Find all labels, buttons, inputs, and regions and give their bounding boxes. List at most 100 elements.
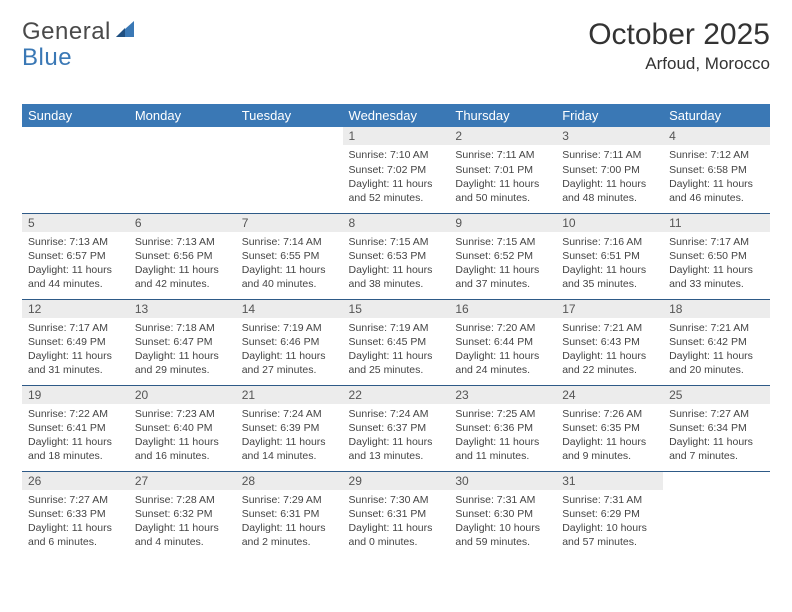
brand-logo: General	[22, 18, 138, 46]
sunrise-text: Sunrise: 7:10 AM	[349, 148, 444, 162]
day-number: 5	[22, 214, 129, 232]
daylight-text: Daylight: 11 hours and 52 minutes.	[349, 177, 444, 205]
daylight-text: Daylight: 11 hours and 20 minutes.	[669, 349, 764, 377]
sunset-text: Sunset: 6:58 PM	[669, 163, 764, 177]
day-detail: Sunrise: 7:15 AMSunset: 6:52 PMDaylight:…	[449, 232, 556, 297]
sunset-text: Sunset: 6:31 PM	[349, 507, 444, 521]
sunrise-text: Sunrise: 7:24 AM	[242, 407, 337, 421]
day-number: 22	[343, 386, 450, 404]
calendar-table: Sunday Monday Tuesday Wednesday Thursday…	[22, 104, 770, 557]
sunset-text: Sunset: 6:42 PM	[669, 335, 764, 349]
daylight-text: Daylight: 11 hours and 13 minutes.	[349, 435, 444, 463]
sunrise-text: Sunrise: 7:13 AM	[135, 235, 230, 249]
weekday-header: Saturday	[663, 104, 770, 127]
day-detail: Sunrise: 7:19 AMSunset: 6:45 PMDaylight:…	[343, 318, 450, 383]
daylight-text: Daylight: 11 hours and 7 minutes.	[669, 435, 764, 463]
daylight-text: Daylight: 11 hours and 18 minutes.	[28, 435, 123, 463]
calendar-cell: 30Sunrise: 7:31 AMSunset: 6:30 PMDayligh…	[449, 471, 556, 557]
daylight-text: Daylight: 11 hours and 40 minutes.	[242, 263, 337, 291]
day-detail: Sunrise: 7:13 AMSunset: 6:57 PMDaylight:…	[22, 232, 129, 297]
day-detail: Sunrise: 7:10 AMSunset: 7:02 PMDaylight:…	[343, 145, 450, 210]
sunset-text: Sunset: 6:36 PM	[455, 421, 550, 435]
calendar-cell: 25Sunrise: 7:27 AMSunset: 6:34 PMDayligh…	[663, 385, 770, 471]
calendar-cell: 6Sunrise: 7:13 AMSunset: 6:56 PMDaylight…	[129, 213, 236, 299]
calendar-cell: 16Sunrise: 7:20 AMSunset: 6:44 PMDayligh…	[449, 299, 556, 385]
daylight-text: Daylight: 11 hours and 38 minutes.	[349, 263, 444, 291]
day-number: 23	[449, 386, 556, 404]
calendar-cell: 22Sunrise: 7:24 AMSunset: 6:37 PMDayligh…	[343, 385, 450, 471]
day-detail: Sunrise: 7:24 AMSunset: 6:39 PMDaylight:…	[236, 404, 343, 469]
day-number: 13	[129, 300, 236, 318]
sunset-text: Sunset: 6:57 PM	[28, 249, 123, 263]
daylight-text: Daylight: 11 hours and 14 minutes.	[242, 435, 337, 463]
day-number: 1	[343, 127, 450, 145]
day-detail: Sunrise: 7:12 AMSunset: 6:58 PMDaylight:…	[663, 145, 770, 210]
day-detail: Sunrise: 7:31 AMSunset: 6:30 PMDaylight:…	[449, 490, 556, 555]
day-number: 8	[343, 214, 450, 232]
weekday-header: Sunday	[22, 104, 129, 127]
day-detail: Sunrise: 7:11 AMSunset: 7:00 PMDaylight:…	[556, 145, 663, 210]
day-detail: Sunrise: 7:24 AMSunset: 6:37 PMDaylight:…	[343, 404, 450, 469]
day-detail: Sunrise: 7:16 AMSunset: 6:51 PMDaylight:…	[556, 232, 663, 297]
daylight-text: Daylight: 11 hours and 42 minutes.	[135, 263, 230, 291]
day-detail: Sunrise: 7:26 AMSunset: 6:35 PMDaylight:…	[556, 404, 663, 469]
sunset-text: Sunset: 7:00 PM	[562, 163, 657, 177]
brand-text-blue-wrap: Blue	[22, 44, 72, 72]
brand-text-blue: Blue	[22, 44, 72, 71]
calendar-header-row: Sunday Monday Tuesday Wednesday Thursday…	[22, 104, 770, 127]
sunset-text: Sunset: 6:43 PM	[562, 335, 657, 349]
day-number: 29	[343, 472, 450, 490]
day-detail: Sunrise: 7:11 AMSunset: 7:01 PMDaylight:…	[449, 145, 556, 210]
calendar-cell: 10Sunrise: 7:16 AMSunset: 6:51 PMDayligh…	[556, 213, 663, 299]
weekday-header: Thursday	[449, 104, 556, 127]
sunrise-text: Sunrise: 7:31 AM	[562, 493, 657, 507]
sunset-text: Sunset: 6:40 PM	[135, 421, 230, 435]
day-number: 7	[236, 214, 343, 232]
sunset-text: Sunset: 6:55 PM	[242, 249, 337, 263]
sunset-text: Sunset: 6:41 PM	[28, 421, 123, 435]
day-number: 16	[449, 300, 556, 318]
day-detail: Sunrise: 7:15 AMSunset: 6:53 PMDaylight:…	[343, 232, 450, 297]
daylight-text: Daylight: 11 hours and 44 minutes.	[28, 263, 123, 291]
daylight-text: Daylight: 11 hours and 37 minutes.	[455, 263, 550, 291]
sunrise-text: Sunrise: 7:29 AM	[242, 493, 337, 507]
sunrise-text: Sunrise: 7:30 AM	[349, 493, 444, 507]
calendar-cell: 8Sunrise: 7:15 AMSunset: 6:53 PMDaylight…	[343, 213, 450, 299]
day-number: 26	[22, 472, 129, 490]
calendar-cell: 12Sunrise: 7:17 AMSunset: 6:49 PMDayligh…	[22, 299, 129, 385]
day-number: 11	[663, 214, 770, 232]
day-number: 15	[343, 300, 450, 318]
sunrise-text: Sunrise: 7:19 AM	[349, 321, 444, 335]
calendar-cell: 18Sunrise: 7:21 AMSunset: 6:42 PMDayligh…	[663, 299, 770, 385]
daylight-text: Daylight: 11 hours and 50 minutes.	[455, 177, 550, 205]
daylight-text: Daylight: 10 hours and 57 minutes.	[562, 521, 657, 549]
day-detail: Sunrise: 7:19 AMSunset: 6:46 PMDaylight:…	[236, 318, 343, 383]
sunset-text: Sunset: 6:50 PM	[669, 249, 764, 263]
sunrise-text: Sunrise: 7:13 AM	[28, 235, 123, 249]
day-number: 20	[129, 386, 236, 404]
sunrise-text: Sunrise: 7:11 AM	[455, 148, 550, 162]
calendar-cell: .	[22, 127, 129, 213]
calendar-cell: 13Sunrise: 7:18 AMSunset: 6:47 PMDayligh…	[129, 299, 236, 385]
day-number: 24	[556, 386, 663, 404]
day-detail: Sunrise: 7:17 AMSunset: 6:50 PMDaylight:…	[663, 232, 770, 297]
weekday-header: Friday	[556, 104, 663, 127]
sunset-text: Sunset: 6:56 PM	[135, 249, 230, 263]
sunset-text: Sunset: 6:37 PM	[349, 421, 444, 435]
sunrise-text: Sunrise: 7:23 AM	[135, 407, 230, 421]
daylight-text: Daylight: 11 hours and 9 minutes.	[562, 435, 657, 463]
sunrise-text: Sunrise: 7:14 AM	[242, 235, 337, 249]
calendar-cell: 31Sunrise: 7:31 AMSunset: 6:29 PMDayligh…	[556, 471, 663, 557]
daylight-text: Daylight: 11 hours and 16 minutes.	[135, 435, 230, 463]
calendar-cell: 14Sunrise: 7:19 AMSunset: 6:46 PMDayligh…	[236, 299, 343, 385]
sunset-text: Sunset: 6:45 PM	[349, 335, 444, 349]
sunset-text: Sunset: 6:53 PM	[349, 249, 444, 263]
calendar-cell: 24Sunrise: 7:26 AMSunset: 6:35 PMDayligh…	[556, 385, 663, 471]
day-detail: Sunrise: 7:28 AMSunset: 6:32 PMDaylight:…	[129, 490, 236, 555]
sunrise-text: Sunrise: 7:28 AM	[135, 493, 230, 507]
day-number: 17	[556, 300, 663, 318]
sunset-text: Sunset: 6:52 PM	[455, 249, 550, 263]
daylight-text: Daylight: 11 hours and 27 minutes.	[242, 349, 337, 377]
sunset-text: Sunset: 6:32 PM	[135, 507, 230, 521]
day-number: 10	[556, 214, 663, 232]
